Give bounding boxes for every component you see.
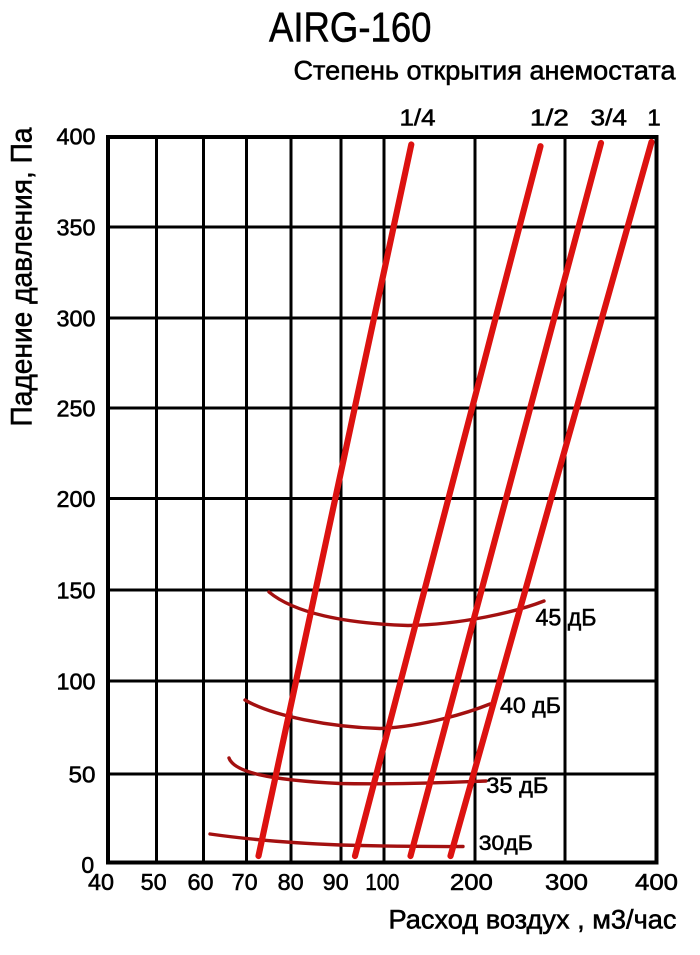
svg-text:150: 150	[57, 577, 96, 603]
svg-text:100: 100	[365, 869, 399, 895]
svg-text:300: 300	[545, 869, 588, 895]
svg-text:100: 100	[57, 668, 96, 694]
svg-text:50: 50	[141, 869, 167, 895]
svg-text:80: 80	[278, 869, 304, 895]
svg-text:400: 400	[635, 869, 678, 895]
svg-text:40 дБ: 40 дБ	[500, 693, 561, 718]
svg-text:400: 400	[57, 123, 96, 149]
svg-text:1: 1	[647, 105, 661, 131]
svg-text:30дБ: 30дБ	[479, 832, 533, 855]
svg-text:60: 60	[188, 869, 214, 895]
svg-text:3/4: 3/4	[591, 105, 628, 131]
svg-text:200: 200	[57, 486, 96, 512]
svg-text:300: 300	[57, 305, 96, 331]
svg-text:50: 50	[69, 761, 96, 787]
svg-text:1/4: 1/4	[400, 105, 436, 131]
svg-text:1/2: 1/2	[530, 105, 569, 131]
svg-text:250: 250	[57, 395, 96, 421]
svg-text:Степень открытия анемостата: Степень открытия анемостата	[294, 56, 677, 86]
svg-text:Падение давления, Па: Падение давления, Па	[6, 127, 39, 427]
svg-text:45 дБ: 45 дБ	[536, 605, 597, 632]
svg-text:200: 200	[450, 869, 493, 895]
svg-text:40: 40	[88, 869, 114, 895]
svg-text:350: 350	[57, 214, 96, 240]
svg-text:Расход воздух , м3/час: Расход воздух , м3/час	[389, 905, 677, 935]
svg-text:70: 70	[232, 869, 258, 895]
svg-text:35 дБ: 35 дБ	[486, 773, 548, 798]
svg-text:AIRG-160: AIRG-160	[269, 4, 432, 51]
svg-text:0: 0	[81, 852, 94, 878]
svg-text:90: 90	[323, 869, 349, 895]
